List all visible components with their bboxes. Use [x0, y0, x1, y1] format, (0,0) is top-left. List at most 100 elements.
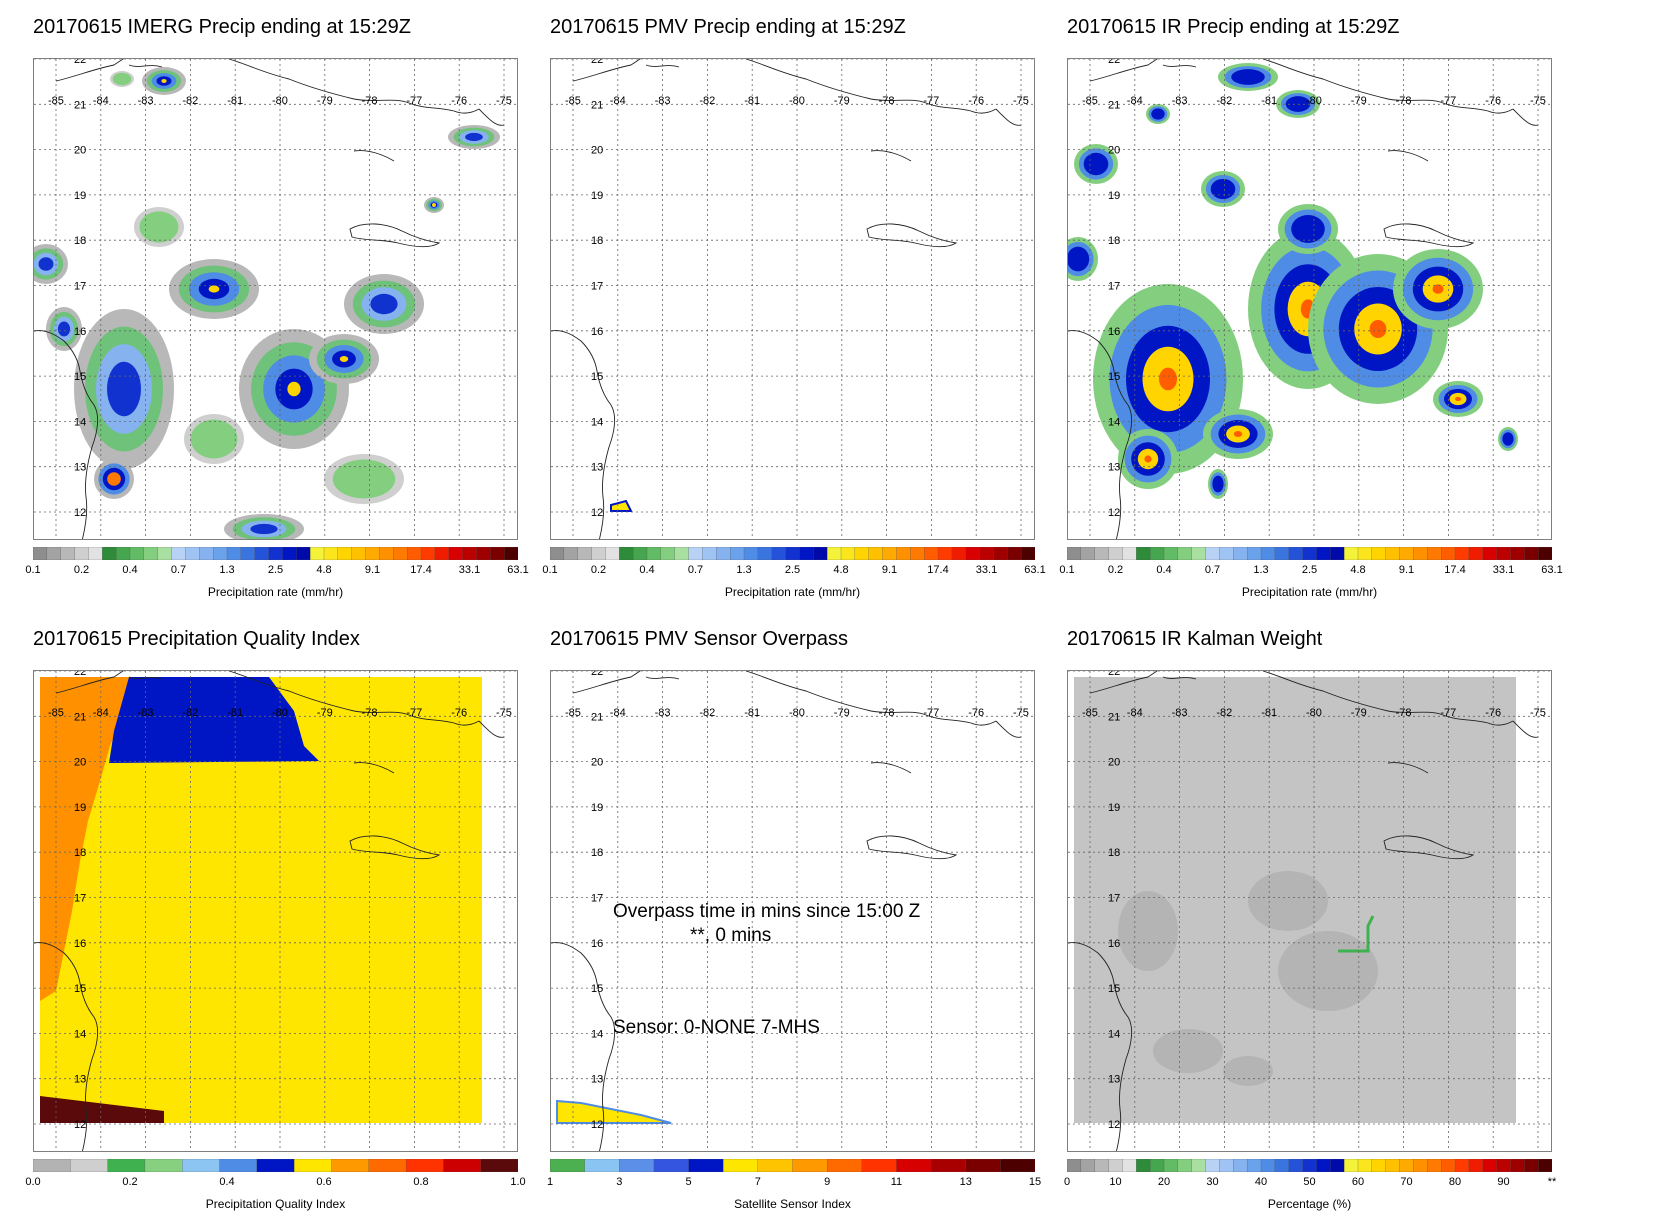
lon-label: -80 — [272, 707, 288, 719]
coastline — [128, 64, 163, 68]
colorbar-swatch — [1343, 1159, 1359, 1172]
colorbar-swatch — [757, 1159, 794, 1172]
lon-label: -82 — [1216, 95, 1232, 107]
colorbar-swatch — [1274, 547, 1290, 560]
lon-label: -76 — [451, 95, 467, 107]
kalman-field — [1153, 1029, 1223, 1073]
colorbar-tick-label: 4.8 — [1350, 564, 1366, 576]
colorbar-swatch — [351, 547, 367, 560]
colorbar-swatch — [88, 547, 103, 560]
colorbar-swatch — [979, 547, 995, 560]
colorbar-swatch — [965, 547, 981, 560]
lon-label: -77 — [923, 707, 939, 719]
colorbar-tick-label: 0.1 — [1059, 564, 1075, 576]
colorbar-swatch — [937, 547, 953, 560]
lon-label: -79 — [1351, 95, 1367, 107]
colorbar-tick-label: 3 — [616, 1176, 623, 1188]
map-area: -85 -84 -83 -82 -81 -80 -79 -78 -77 -76 -75 22 21 20 1… — [1067, 670, 1552, 1152]
precip-blob — [139, 211, 179, 243]
colorbar-swatch — [1399, 547, 1415, 560]
lat-label: 14 — [591, 416, 603, 428]
colorbar-swatch — [1094, 547, 1110, 560]
coastline — [349, 223, 441, 248]
coastline — [645, 676, 680, 680]
colorbar-tick-label: 40 — [1254, 1176, 1268, 1188]
lat-label: 15 — [591, 371, 603, 383]
map-area: -85 -84 -83 -82 -81 -80 -79 -78 -77 -76 -75 22 21 20 1… — [33, 670, 518, 1152]
colorbar-swatch — [702, 547, 717, 560]
colorbar-swatch — [70, 1159, 109, 1172]
colorbar-tick-label: 1.3 — [219, 564, 235, 576]
coastline — [745, 59, 997, 114]
coastline — [1262, 59, 1514, 114]
colorbar-swatch — [660, 547, 676, 560]
colorbar-swatch — [393, 547, 408, 560]
lon-label: -77 — [1440, 95, 1456, 107]
colorbar-swatch — [605, 547, 620, 560]
lon-label: -81 — [227, 707, 243, 719]
precip-blob — [1231, 69, 1265, 85]
colorbar-tick-label: 2.5 — [267, 564, 284, 576]
coastline — [55, 671, 124, 694]
lat-label: 13 — [591, 1074, 603, 1086]
colorbar-tick-label: 2.5 — [784, 564, 801, 576]
map-area: -85 -84 -83 -82 -81 -80 -79 -78 -77 -76 -75 22 21 20 1… — [1067, 58, 1552, 540]
precip-blob — [57, 321, 71, 337]
lat-label: 12 — [591, 1119, 603, 1131]
colorbar-ticks: 0.1 0.2 0.4 0.7 1.3 2.5 4.8 9.1 17.4 33.1 63.1 — [25, 564, 528, 580]
colorbar-tick-label: 0.1 — [542, 564, 558, 576]
colorbar-swatch — [1330, 547, 1345, 560]
colorbar-swatch — [1316, 547, 1331, 560]
colorbar-swatch — [254, 547, 270, 560]
coastline — [870, 762, 912, 774]
lat-label: 18 — [591, 235, 603, 247]
colorbar-swatch — [854, 547, 870, 560]
lat-label: 22 — [1108, 671, 1120, 678]
map-area: -85 -84 -83 -82 -81 -80 -79 -78 -77 -76 -75 22 21 20 1… — [550, 670, 1035, 1152]
colorbar-swatch — [1399, 1159, 1415, 1172]
colorbar-tick-label: 0.4 — [1156, 564, 1172, 576]
precip-blob — [1369, 320, 1387, 338]
colorbar-tick-label: 80 — [1448, 1176, 1462, 1188]
panel-sensor-overpass: 20170615 PMV Sensor Overpass -85 -84 -83 -8… — [517, 612, 1041, 1211]
colorbar-swatch — [930, 1159, 967, 1172]
colorbar-tick-label: 30 — [1206, 1176, 1219, 1188]
colorbar-swatch — [951, 547, 967, 560]
colorbar-label: Precipitation rate (mm/hr) — [207, 585, 344, 599]
lat-label: 12 — [74, 1119, 86, 1131]
colorbar-swatch — [405, 1159, 445, 1172]
precip-blob — [208, 285, 220, 293]
lat-label: 20 — [591, 757, 603, 769]
precip-blob — [287, 381, 301, 397]
precip-blob — [107, 472, 121, 486]
colorbar-swatch — [882, 547, 898, 560]
colorbar-swatch — [107, 1159, 146, 1172]
coastline — [745, 671, 997, 726]
colorbar-swatch — [723, 1159, 759, 1172]
colorbar-label: Precipitation rate (mm/hr) — [1241, 585, 1378, 599]
lat-label: 12 — [74, 507, 86, 519]
colorbar-swatch — [1067, 1159, 1082, 1172]
lon-label: -80 — [789, 707, 805, 719]
lon-label: -80 — [1306, 95, 1322, 107]
lat-label: 18 — [591, 847, 603, 859]
lat-label: 22 — [591, 671, 603, 678]
coastline — [1162, 676, 1197, 680]
panel-title: 20170615 PMV Precip ending at 15:29Z — [550, 16, 906, 38]
colorbar-tick-label: 33.1 — [458, 564, 481, 576]
lon-label: -85 — [48, 707, 64, 719]
colorbar-swatch — [33, 1159, 71, 1172]
lat-label: 16 — [74, 326, 86, 338]
lat-label: 18 — [74, 235, 86, 247]
colorbar-tick-label: 0.8 — [413, 1176, 429, 1188]
colorbar-swatch — [143, 547, 159, 560]
lat-label: 17 — [591, 893, 603, 905]
colorbar-ticks: 0 10 20 30 40 50 60 70 80 90 ** — [1064, 1176, 1556, 1192]
colorbar-tick-label: 1 — [546, 1176, 554, 1188]
colorbar-swatch — [129, 547, 145, 560]
lon-label: -85 — [48, 95, 64, 107]
colorbar-swatch — [1468, 547, 1484, 560]
colorbar-tick-label: 0.7 — [170, 564, 187, 576]
colorbar-swatch — [1510, 547, 1525, 560]
colorbar-swatch — [256, 1159, 295, 1172]
